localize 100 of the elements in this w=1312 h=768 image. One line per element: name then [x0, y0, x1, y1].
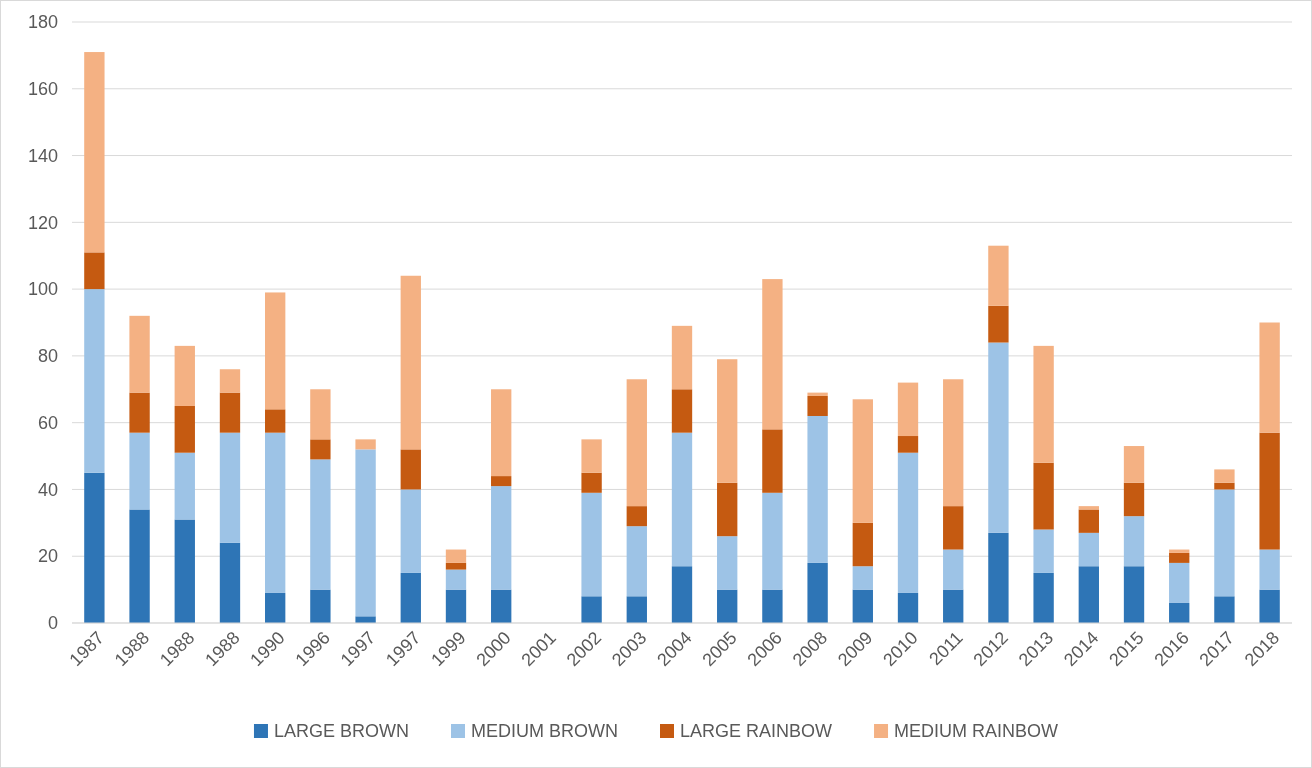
y-tick-label: 20 [37, 546, 58, 567]
y-tick-label: 60 [37, 412, 58, 433]
bar [988, 305, 1009, 343]
bar [897, 436, 919, 453]
bar [671, 432, 693, 567]
bar [400, 275, 421, 450]
bar [1123, 566, 1145, 623]
bar [84, 289, 105, 473]
y-tick-label: 40 [37, 479, 58, 500]
bar [219, 369, 241, 393]
bar [129, 432, 150, 510]
bar [1214, 469, 1235, 483]
bar [1033, 529, 1054, 573]
bar [355, 439, 376, 450]
y-tick-label: 0 [47, 613, 58, 634]
legend-label: MEDIUM BROWN [471, 721, 618, 742]
bar [1214, 596, 1235, 623]
bar [717, 536, 738, 590]
bar [581, 472, 602, 493]
bar [988, 245, 1009, 306]
y-tick-label: 140 [27, 145, 58, 166]
bar [84, 52, 105, 253]
bar [671, 389, 693, 433]
bar [626, 379, 647, 507]
bar [174, 405, 195, 453]
bar [1078, 532, 1099, 567]
bar [400, 572, 421, 623]
bar [445, 549, 467, 563]
bar [174, 519, 195, 623]
bar [1169, 602, 1190, 623]
bar [174, 452, 195, 520]
bar [491, 486, 512, 590]
y-tick-label: 80 [37, 346, 58, 367]
bar [219, 432, 241, 543]
bar [265, 409, 286, 433]
bar [1033, 462, 1054, 530]
y-tick-label: 160 [27, 79, 58, 100]
bar [626, 596, 647, 623]
bar [671, 566, 693, 623]
bar [400, 489, 421, 573]
bar [491, 389, 512, 477]
bar [491, 589, 512, 623]
bar [762, 429, 783, 493]
bar [219, 392, 241, 433]
bar [310, 439, 331, 460]
bar [807, 395, 828, 416]
bar [671, 325, 693, 390]
bar [581, 596, 602, 623]
y-tick-label: 120 [27, 212, 58, 233]
bar [852, 589, 873, 623]
bar [1123, 516, 1145, 567]
bar [1033, 345, 1054, 463]
bar [943, 506, 964, 550]
bar [445, 569, 467, 590]
bar [265, 432, 286, 593]
bar [174, 345, 195, 406]
bar [219, 542, 241, 623]
bar [1123, 446, 1145, 483]
bar [1169, 552, 1190, 563]
bar [852, 522, 873, 567]
bar [581, 492, 602, 597]
bar [1214, 489, 1235, 597]
bar [310, 589, 331, 623]
bar [762, 589, 783, 623]
y-tick-label: 100 [27, 279, 58, 300]
bar [355, 449, 376, 617]
bar [1214, 482, 1235, 490]
bar [1078, 509, 1099, 533]
bar [762, 492, 783, 590]
bar [1259, 432, 1280, 550]
legend-label: LARGE BROWN [273, 721, 409, 742]
bar [717, 359, 738, 483]
bar [943, 549, 964, 590]
bar [129, 315, 150, 393]
bar [265, 592, 286, 623]
bar [943, 589, 964, 623]
bar [807, 392, 828, 396]
bar [807, 562, 828, 623]
bar [988, 342, 1009, 533]
bar [129, 509, 150, 623]
bar [581, 439, 602, 473]
bar [355, 616, 376, 623]
bar [491, 476, 512, 487]
bar [265, 292, 286, 410]
bar [1123, 482, 1145, 517]
bar [626, 506, 647, 527]
bar [807, 415, 828, 563]
legend-label: MEDIUM RAINBOW [894, 721, 1059, 742]
bar [1169, 562, 1190, 603]
bar [400, 449, 421, 490]
bar [84, 252, 105, 290]
bar [129, 392, 150, 433]
bar [988, 532, 1009, 623]
bar [1259, 322, 1280, 433]
bar [1259, 549, 1280, 590]
bar [310, 459, 331, 590]
bar [897, 382, 919, 437]
bar [1033, 572, 1054, 623]
bar [717, 482, 738, 537]
y-tick-label: 180 [27, 12, 58, 33]
